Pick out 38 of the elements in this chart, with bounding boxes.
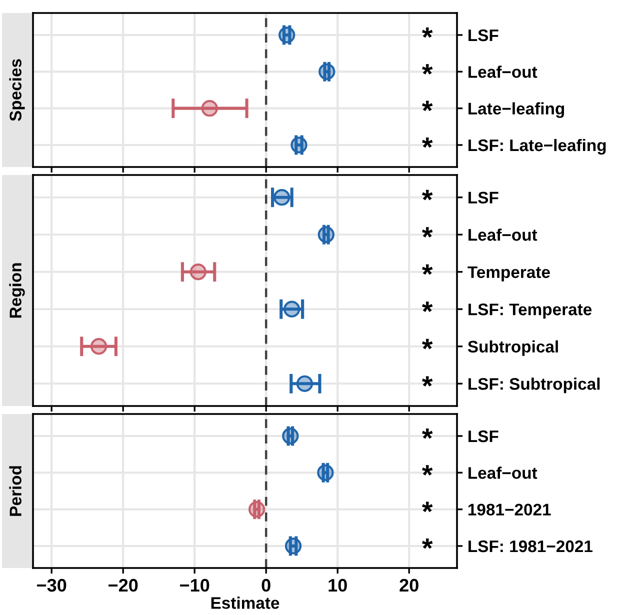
y-tick-label: LSF: Temperate [468, 304, 592, 319]
y-axis-title: Species [9, 59, 25, 122]
y-tick-label: LSF [468, 192, 498, 204]
y-axis-title: Region [9, 263, 25, 318]
x-tick-label: −10 [180, 578, 210, 592]
y-tick-label: LSF: 1981−2021 [468, 540, 592, 552]
y-tick-label: 1981−2021 [468, 504, 551, 516]
x-tick-label: 0 [262, 578, 270, 592]
annotation: * [422, 338, 433, 350]
x-tick-label: −30 [37, 578, 66, 592]
y-tick-label: Leaf−out [468, 228, 538, 241]
annotation: * [422, 100, 433, 112]
y-tick-label: Leaf−out [468, 66, 538, 78]
y-tick-label: LSF: Late−leafing [468, 138, 606, 155]
annotation: * [422, 376, 433, 387]
annotation: * [422, 538, 433, 549]
y-axis-title: Period [9, 466, 22, 516]
annotation: * [422, 428, 433, 439]
annotation: * [422, 302, 433, 312]
annotation: * [422, 465, 433, 476]
x-tick-label: 20 [400, 578, 418, 592]
annotation: * [422, 502, 433, 512]
x-axis-title: Estimate [211, 596, 280, 609]
annotation: * [422, 190, 433, 200]
y-tick-label: LSF: Subtropical [468, 378, 600, 394]
y-tick-label: LSF [468, 29, 498, 42]
annotation: * [422, 137, 433, 148]
y-tick-label: Leaf−out [468, 466, 538, 479]
annotation: * [422, 227, 433, 238]
annotation: * [422, 27, 433, 38]
x-tick-label: −20 [108, 578, 138, 592]
annotation: * [422, 264, 433, 275]
annotation: * [422, 64, 433, 74]
y-tick-label: LSF [468, 430, 498, 442]
y-tick-label: Subtropical [468, 340, 558, 356]
x-tick-label: 10 [328, 578, 347, 592]
y-tick-label: Late−leafing [468, 102, 564, 118]
y-tick-label: Temperate [468, 266, 550, 282]
